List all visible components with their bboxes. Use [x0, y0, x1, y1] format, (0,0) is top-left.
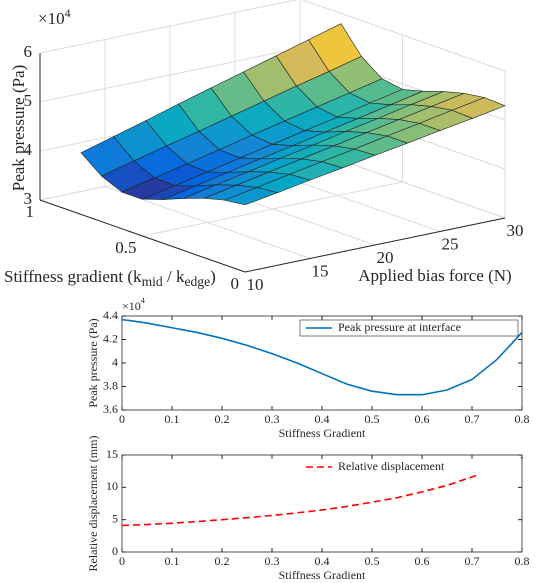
surface-patch	[223, 187, 279, 206]
y-axis-label-part: mid	[142, 274, 163, 289]
legend-box	[299, 319, 519, 337]
z-axis-label: Peak pressure (Pa)	[9, 65, 28, 192]
y-axis-label-part: edge	[184, 274, 210, 289]
x-tick-label: 0.8	[515, 412, 530, 426]
y-tick-label: 3.8	[103, 378, 118, 392]
x-tick-label: 15	[312, 261, 329, 280]
y-tick-label: 0	[231, 274, 240, 293]
axis-multiplier: ×104	[38, 6, 71, 28]
y-tick-label: 1	[26, 202, 35, 221]
legend-label: Relative displacement	[338, 459, 445, 473]
multiplier-base: ×10	[122, 299, 141, 313]
x-tick-label: 0.3	[265, 554, 280, 568]
x-tick-label: 25	[442, 234, 459, 253]
x-tick-label: 0.1	[165, 412, 180, 426]
legend-box	[300, 459, 518, 475]
axis-line	[39, 199, 246, 273]
x-tick-label: 0.6	[415, 412, 430, 426]
data-line	[121, 456, 523, 527]
z-tick-label: 3	[24, 189, 33, 208]
z-tick-label: 4	[24, 140, 33, 159]
x-tick-label: 0.4	[315, 554, 330, 568]
x-tick-label: 0.4	[315, 412, 330, 426]
y-tick-label: 0.5	[115, 238, 136, 257]
x-tick-label: 0.7	[465, 554, 480, 568]
x-tick-label: 0	[119, 554, 125, 568]
y-axis-label: Relative displacement (mm)	[86, 436, 100, 572]
x-tick-label: 20	[377, 248, 394, 267]
multiplier-exponent: 4	[65, 6, 71, 20]
axis-line	[244, 217, 506, 273]
y-axis-label-part: / k	[163, 267, 185, 286]
grid-line	[142, 181, 403, 237]
x-tick-label: 0.2	[215, 554, 230, 568]
axis-multiplier: ×104	[122, 296, 146, 313]
y-tick-label: 3.6	[103, 402, 118, 416]
z-tick-label: 5	[24, 91, 33, 110]
x-tick-label: 0.6	[415, 554, 430, 568]
y-axis-label: Peak pressure (Pa)	[86, 318, 100, 407]
x-tick-label: 0.5	[365, 554, 380, 568]
y-tick-label: 4	[112, 355, 118, 369]
grid-line	[39, 47, 301, 103]
z-tick-label: 6	[24, 42, 33, 61]
x-tick-label: 0.5	[365, 412, 380, 426]
y-tick-label: 15	[106, 447, 118, 461]
x-tick-label: 0.3	[265, 412, 280, 426]
x-tick-label: 0.2	[215, 412, 230, 426]
legend-label: Peak pressure at interface	[338, 320, 461, 334]
data-line	[121, 318, 523, 396]
multiplier-exponent: 4	[141, 296, 146, 305]
grid-line	[39, 0, 298, 54]
x-tick-label: 10	[247, 275, 264, 294]
x-axis-label: Stiffness Gradient	[279, 568, 366, 582]
y-tick-label: 0	[112, 544, 118, 558]
x-tick-label: 0.1	[165, 554, 180, 568]
y-axis-label: Stiffness gradient (kmid / kedge)	[4, 267, 216, 289]
x-tick-label: 0.7	[465, 412, 480, 426]
y-tick-label: 4.4	[103, 308, 118, 322]
x-tick-label: 0	[119, 412, 125, 426]
y-tick-label: 4.2	[103, 331, 118, 345]
y-tick-label: 10	[106, 479, 118, 493]
x-tick-label: 0.8	[515, 554, 530, 568]
x-axis-label: Stiffness Gradient	[279, 426, 366, 440]
multiplier-base: ×10	[38, 9, 65, 28]
y-tick-label: 5	[112, 511, 118, 525]
x-tick-label: 30	[507, 221, 524, 240]
grid-line	[301, 0, 506, 72]
y-axis-label-part: )	[210, 267, 216, 286]
x-axis-label: Applied bias force (N)	[358, 266, 511, 285]
y-axis-label-part: Stiffness gradient (k	[4, 267, 142, 286]
